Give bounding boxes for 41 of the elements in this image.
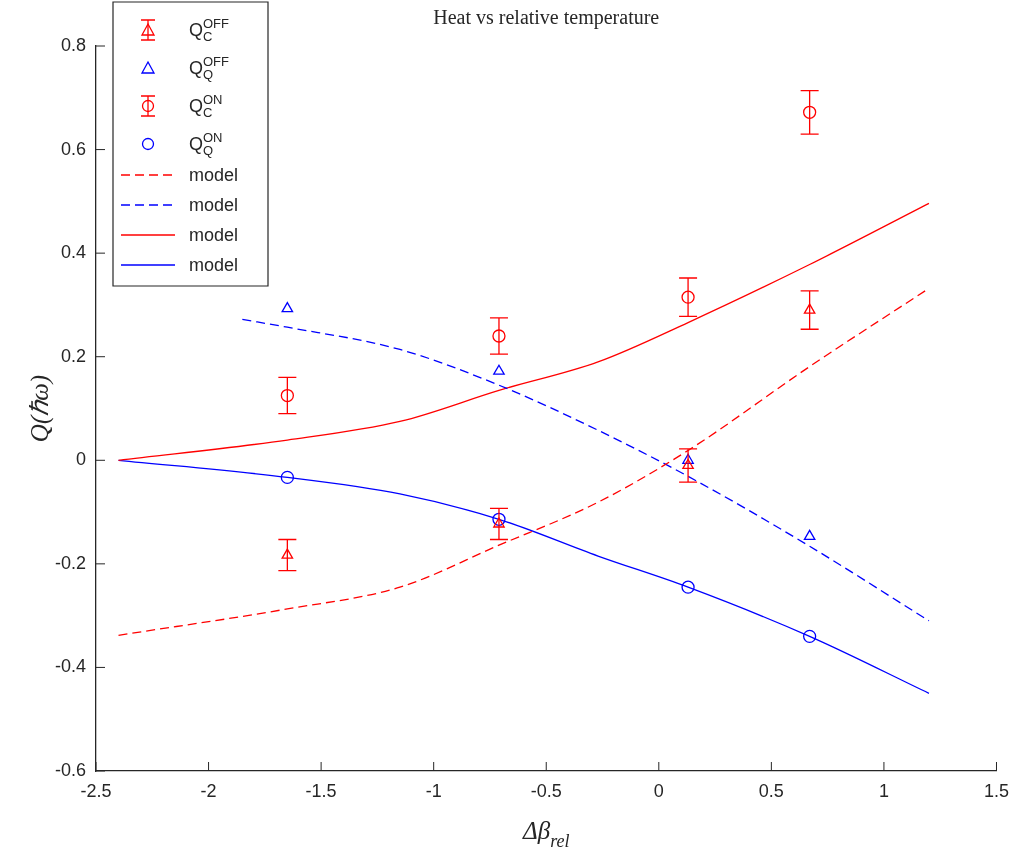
point (280, 388, 294, 403)
x-tick-label: 0 (653, 780, 664, 801)
y-tick-label: 0.4 (60, 242, 86, 263)
legend-label: model (189, 225, 239, 245)
legend-label: model (189, 195, 239, 215)
x-tick-label: -1.5 (305, 780, 337, 801)
point (682, 458, 694, 470)
chart-title: Heat vs relative temperature (433, 6, 660, 29)
point (280, 470, 294, 485)
x-tick-label: -1 (425, 780, 442, 801)
y-tick-label: 0.6 (60, 138, 86, 159)
y-tick-label: -0.4 (54, 656, 86, 677)
point (802, 105, 817, 119)
line-series (241, 318, 930, 622)
point (681, 580, 695, 594)
point (281, 548, 294, 559)
x-tick-label: 1 (878, 780, 889, 801)
x-tick-label: 0.5 (758, 780, 784, 801)
point (281, 301, 294, 313)
y-tick-label: -0.2 (54, 552, 86, 573)
legend-label: model (189, 255, 239, 275)
x-tick-label: -2 (200, 780, 217, 801)
y-tick-label: 0 (75, 449, 86, 470)
legend-label: model (189, 165, 239, 185)
point (682, 453, 694, 464)
point (493, 517, 505, 528)
point (492, 329, 506, 343)
y-axis-title: Q(ℏω) (26, 374, 54, 443)
x-tick-label: 1.5 (983, 780, 1009, 801)
point (803, 303, 816, 314)
x-tick-label: -0.5 (530, 780, 562, 801)
line-series (117, 459, 930, 694)
y-tick-label: -0.6 (54, 759, 86, 780)
point (493, 364, 505, 375)
y-tick-label: 0.8 (60, 34, 86, 55)
y-tick-label: 0.2 (60, 345, 86, 366)
x-tick-label: -2.5 (80, 780, 112, 801)
point (681, 290, 695, 304)
point (802, 629, 817, 644)
point (492, 512, 506, 526)
point (803, 529, 816, 541)
